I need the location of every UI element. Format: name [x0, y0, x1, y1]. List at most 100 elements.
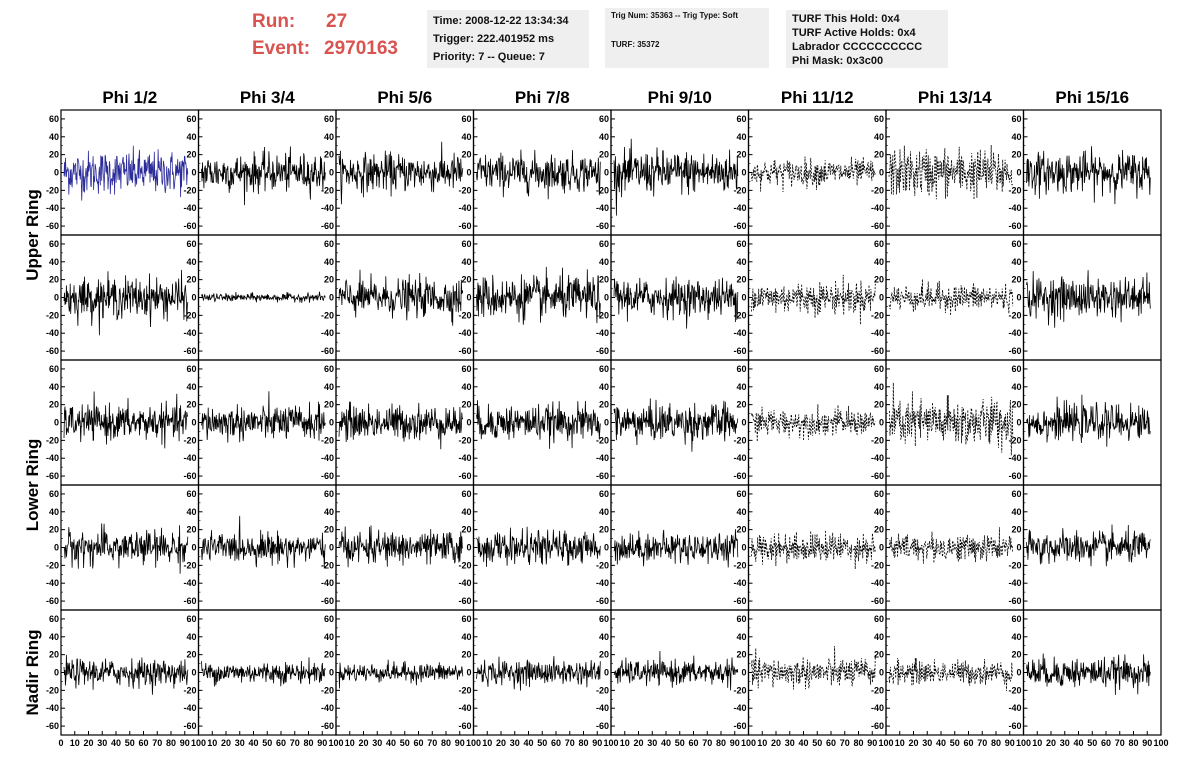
y-tick-label: 40: [1011, 257, 1021, 267]
y-tick-label: 20: [324, 650, 334, 660]
y-tick-label: 40: [599, 632, 609, 642]
x-tick-label: 80: [303, 738, 313, 748]
waveform-panel: -60 -40 -20 0 20 40 60: [733, 109, 887, 236]
x-tick-label: 60: [276, 738, 286, 748]
y-tick-label: 0: [1016, 168, 1021, 178]
y-tick-label: -40: [596, 453, 609, 463]
x-tick-label: 60: [963, 738, 973, 748]
event-value: 2970163: [324, 38, 398, 59]
waveform-panel: -60 -40 -20 0 20 40 60: [596, 609, 750, 736]
waveform-trace: [1026, 524, 1151, 567]
y-tick-label: 0: [604, 668, 609, 678]
y-tick-label: 60: [1011, 114, 1021, 124]
y-tick-label: -60: [183, 346, 196, 356]
waveform-panel: -60 -40 -20 0 20 40 60: [321, 609, 475, 736]
y-tick-label: -20: [458, 310, 471, 320]
y-tick-label: 0: [329, 543, 334, 553]
waveform-trace: [613, 650, 739, 691]
y-tick-label: 0: [604, 543, 609, 553]
y-tick-label: 60: [324, 489, 334, 499]
y-tick-label: 0: [191, 168, 196, 178]
x-tick-label: 60: [1101, 738, 1111, 748]
waveform-trace: [476, 400, 601, 449]
y-tick-label: -40: [596, 328, 609, 338]
y-tick-label: -60: [1008, 471, 1021, 481]
y-tick-label: 40: [874, 382, 884, 392]
x-tick-label: 50: [537, 738, 547, 748]
y-tick-label: 40: [599, 132, 609, 142]
y-tick-label: 20: [1011, 525, 1021, 535]
y-tick-label: -40: [321, 328, 334, 338]
y-tick-label: -20: [458, 560, 471, 570]
y-tick-label: 20: [186, 150, 196, 160]
waveform-trace: [63, 391, 189, 449]
y-tick-label: 0: [466, 668, 471, 678]
x-tick-label: 30: [510, 738, 520, 748]
waveform-panel: -60 -40 -20 0 20 40 60: [321, 484, 475, 611]
y-tick-label: 20: [736, 525, 746, 535]
y-tick-label: -60: [321, 346, 334, 356]
y-tick-label: -20: [871, 310, 884, 320]
x-tick-label: 50: [125, 738, 135, 748]
waveform-trace: [476, 656, 601, 691]
y-tick-label: 0: [1016, 543, 1021, 553]
x-tick-label: 90: [455, 738, 465, 748]
y-tick-label: -60: [596, 596, 609, 606]
y-tick-label: 40: [599, 507, 609, 517]
waveform-panel: -60 -40 -20 0 20 40 60: [46, 609, 200, 736]
waveform-panel: -60 -40 -20 0 20 40 60: [871, 609, 1025, 736]
waveform-panel: -60 -40 -20 0 20 40 60: [458, 109, 612, 236]
y-tick-label: 0: [466, 293, 471, 303]
y-tick-label: -40: [871, 578, 884, 588]
x-tick-label: 90: [592, 738, 602, 748]
x-tick-label: 70: [1115, 738, 1125, 748]
y-tick-label: -60: [458, 596, 471, 606]
y-tick-label: -40: [458, 203, 471, 213]
y-tick-label: -40: [733, 203, 746, 213]
y-tick-label: -60: [596, 721, 609, 731]
y-tick-label: 0: [329, 668, 334, 678]
waveform-trace: [63, 654, 189, 695]
priority-line: Priority: 7 -- Queue: 7: [433, 51, 545, 63]
y-tick-label: 0: [191, 668, 196, 678]
waveform-trace: [613, 529, 739, 568]
x-tick-label: 10: [895, 738, 905, 748]
y-tick-label: 20: [599, 525, 609, 535]
x-tick-label: 40: [523, 738, 533, 748]
waveform-trace: [888, 279, 1014, 316]
y-tick-label: -60: [733, 721, 746, 731]
x-tick-label: 20: [771, 738, 781, 748]
y-tick-label: -20: [1008, 185, 1021, 195]
y-tick-label: -20: [321, 185, 334, 195]
y-tick-label: 60: [736, 364, 746, 374]
y-tick-label: 20: [49, 275, 59, 285]
y-tick-label: 60: [324, 239, 334, 249]
trig-num-line: Trig Num: 35363 -- Trig Type: Soft: [611, 11, 738, 20]
waveform-trace: [338, 659, 464, 689]
y-tick-label: 0: [466, 418, 471, 428]
y-tick-label: 60: [1011, 364, 1021, 374]
waveform-trace: [888, 382, 1014, 456]
phi-column-title: Phi 11/12: [781, 88, 854, 107]
y-tick-label: 60: [324, 364, 334, 374]
phi-column-title: Phi 7/8: [515, 88, 570, 107]
y-tick-label: 40: [736, 507, 746, 517]
y-tick-label: -20: [733, 310, 746, 320]
y-tick-label: -20: [1008, 435, 1021, 445]
y-tick-label: -20: [1008, 685, 1021, 695]
y-tick-label: -60: [733, 471, 746, 481]
y-tick-label: 40: [736, 382, 746, 392]
x-tick-label: 30: [785, 738, 795, 748]
y-tick-label: 20: [461, 150, 471, 160]
x-tick-label: 30: [97, 738, 107, 748]
y-tick-label: 60: [461, 364, 471, 374]
y-tick-label: 60: [49, 364, 59, 374]
y-tick-label: -60: [458, 221, 471, 231]
y-tick-label: -20: [596, 685, 609, 695]
x-tick-label: 70: [840, 738, 850, 748]
turf-line: TURF: 35372: [611, 40, 660, 49]
y-tick-label: 60: [49, 489, 59, 499]
y-tick-label: 0: [1016, 293, 1021, 303]
waveform-panel: -60 -40 -20 0 20 40 60: [871, 359, 1025, 486]
x-tick-label: 90: [317, 738, 327, 748]
